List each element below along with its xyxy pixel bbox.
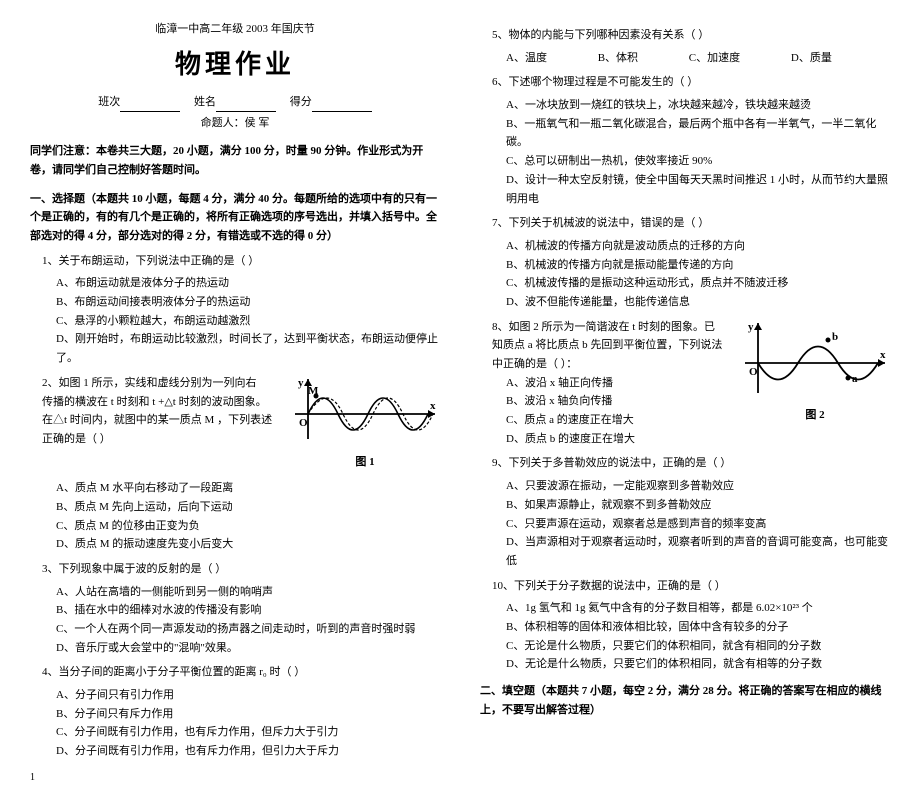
class-label: 班次 — [98, 96, 120, 108]
q4-c: C、分子间既有引力作用，也有斥力作用，但斥力大于引力 — [56, 723, 440, 742]
svg-text:O: O — [749, 366, 758, 378]
q7-opts: A、机械波的传播方向就是波动质点的迁移的方向 B、机械波的传播方向就是振动能量传… — [506, 237, 890, 312]
figure-2: x y O a b 图 2 — [740, 318, 890, 425]
q9-c: C、只要声源在运动，观察者总是感到声音的频率变高 — [506, 515, 890, 534]
q9-opts: A、只要波源在振动，一定能观察到多普勒效应 B、如果声源静止，就观察不到多普勒效… — [506, 477, 890, 570]
q7-a: A、机械波的传播方向就是波动质点的迁移的方向 — [506, 237, 890, 256]
svg-text:x: x — [880, 349, 886, 361]
svg-text:M: M — [308, 385, 319, 397]
class-blank — [120, 99, 180, 112]
doc-title: 物理作业 — [30, 43, 440, 87]
q6-c: C、总可以研制出一热机，使效率接近 90% — [506, 152, 890, 171]
section2-heading: 二、填空题（本题共 7 小题，每空 2 分，满分 28 分。将正确的答案写在相应… — [480, 682, 890, 719]
notice: 同学们注意：本卷共三大题，20 小题，满分 100 分，时量 90 分钟。作业形… — [30, 142, 440, 179]
q5-opts: A、温度 B、体积 C、加速度 D、质量 — [506, 49, 890, 68]
q5-b: B、体积 — [598, 49, 638, 68]
q2-a: A、质点 M 水平向右移动了一段距离 — [56, 479, 440, 498]
q1-b: B、布朗运动间接表明液体分子的热运动 — [56, 293, 440, 312]
q1-a: A、布朗运动就是液体分子的热运动 — [56, 274, 440, 293]
q5-a: A、温度 — [506, 49, 547, 68]
score-blank — [312, 99, 372, 112]
q6-stem: 6、下述哪个物理过程是不可能发生的（ ） — [492, 73, 890, 92]
q5-c: C、加速度 — [689, 49, 740, 68]
svg-text:y: y — [748, 321, 754, 333]
q4-d: D、分子间既有引力作用，也有斥力作用，但引力大于斥力 — [56, 742, 440, 761]
q2-b: B、质点 M 先向上运动，后向下运动 — [56, 498, 440, 517]
svg-text:x: x — [430, 400, 436, 412]
q10-stem: 10、下列关于分子数据的说法中，正确的是（ ） — [492, 577, 890, 596]
q3-opts: A、人站在高墙的一侧能听到另一侧的响哨声 B、插在水中的细棒对水波的传播没有影响… — [56, 583, 440, 658]
q6-a: A、一冰块放到一烧红的铁块上，冰块越来越冷，铁块越来越烫 — [506, 96, 890, 115]
q4-stem: 4、当分子间的距离小于分子平衡位置的距离 r₀ 时（ ） — [42, 663, 440, 682]
svg-text:y: y — [298, 377, 304, 389]
q3-b: B、插在水中的细棒对水波的传播没有影响 — [56, 601, 440, 620]
q4-a: A、分子间只有引力作用 — [56, 686, 440, 705]
q5-d: D、质量 — [791, 49, 832, 68]
q7-b: B、机械波的传播方向就是振动能量传递的方向 — [506, 256, 890, 275]
q1-c: C、悬浮的小颗粒越大，布朗运动越激烈 — [56, 312, 440, 331]
author-line: 命题人：侯 军 — [30, 114, 440, 133]
q9-d: D、当声源相对于观察者运动时，观察者听到的声音的音调可能变高，也可能变低 — [506, 533, 890, 570]
q8: x y O a b 图 2 8、如图 2 所示为一简谐波在 t 时刻的图象。已 … — [492, 318, 890, 449]
q4-opts: A、分子间只有引力作用 B、分子间只有斥力作用 C、分子间既有引力作用，也有斥力… — [56, 686, 440, 761]
school-line: 临漳一中高二年级 2003 年国庆节 — [30, 20, 440, 39]
fig2-caption: 图 2 — [740, 406, 890, 425]
q2-opts: A、质点 M 水平向右移动了一段距离 B、质点 M 先向上运动，后向下运动 C、… — [56, 479, 440, 554]
q3-c: C、一个人在两个同一声源发动的扬声器之间走动时，听到的声音时强时弱 — [56, 620, 440, 639]
name-label: 姓名 — [194, 96, 216, 108]
q9-a: A、只要波源在振动，一定能观察到多普勒效应 — [506, 477, 890, 496]
q5-stem: 5、物体的内能与下列哪种因素没有关系（ ） — [492, 26, 890, 45]
q3-d: D、音乐厅或大会堂中的"混响"效果。 — [56, 639, 440, 658]
q3-a: A、人站在高墙的一侧能听到另一侧的响哨声 — [56, 583, 440, 602]
q1-opts: A、布朗运动就是液体分子的热运动 B、布朗运动间接表明液体分子的热运动 C、悬浮… — [56, 274, 440, 367]
q8-d: D、质点 b 的速度正在增大 — [506, 430, 890, 449]
q10-b: B、体积相等的固体和液体相比较，固体中含有较多的分子 — [506, 618, 890, 637]
q10-opts: A、1g 氢气和 1g 氦气中含有的分子数目相等，都是 6.02×10²³ 个 … — [506, 599, 890, 674]
svg-text:a: a — [852, 373, 858, 385]
q2-d: D、质点 M 的振动速度先变小后变大 — [56, 535, 440, 554]
q6-opts: A、一冰块放到一烧红的铁块上，冰块越来越冷，铁块越来越烫 B、一瓶氧气和一瓶二氧… — [506, 96, 890, 208]
svg-text:O: O — [299, 417, 308, 429]
q1-d: D、刚开始时，布朗运动比较激烈，时间长了，达到平衡状态，布朗运动便停止了。 — [56, 330, 440, 367]
q7-d: D、波不但能传递能量，也能传递信息 — [506, 293, 890, 312]
q6-b: B、一瓶氧气和一瓶二氧化碳混合，最后两个瓶中各有一半氧气，一半二氧化碳。 — [506, 115, 890, 152]
page-number: 1 — [30, 769, 440, 786]
figure-1: x y O M 图 1 — [290, 374, 440, 471]
meta-row: 班次 姓名 得分 — [30, 93, 440, 112]
q2: x y O M 图 1 2、如图 1 所示，实线和虚线分别为一列向右 传播的横波… — [42, 374, 440, 475]
section1-heading: 一、选择题（本题共 10 小题，每题 4 分，满分 40 分。每题所给的选项中有… — [30, 190, 440, 246]
q7-c: C、机械波传播的是振动这种运动形式，质点并不随波迁移 — [506, 274, 890, 293]
q6-d: D、设计一种太空反射镜，使全中国每天天黑时间推迟 1 小时，从而节约大量照明用电 — [506, 171, 890, 208]
q9-b: B、如果声源静止，就观察不到多普勒效应 — [506, 496, 890, 515]
q2-c: C、质点 M 的位移由正变为负 — [56, 517, 440, 536]
q1-stem: 1、关于布朗运动，下列说法中正确的是（ ） — [42, 252, 440, 271]
q3-stem: 3、下列现象中属于波的反射的是（ ） — [42, 560, 440, 579]
q9-stem: 9、下列关于多普勒效应的说法中，正确的是（ ） — [492, 454, 890, 473]
fig1-caption: 图 1 — [290, 453, 440, 472]
q4-b: B、分子间只有斥力作用 — [56, 705, 440, 724]
score-label: 得分 — [290, 96, 312, 108]
name-blank — [216, 99, 276, 112]
svg-text:b: b — [832, 331, 838, 343]
q7-stem: 7、下列关于机械波的说法中，错误的是（ ） — [492, 214, 890, 233]
q10-c: C、无论是什么物质，只要它们的体积相同，就含有相同的分子数 — [506, 637, 890, 656]
q10-a: A、1g 氢气和 1g 氦气中含有的分子数目相等，都是 6.02×10²³ 个 — [506, 599, 890, 618]
